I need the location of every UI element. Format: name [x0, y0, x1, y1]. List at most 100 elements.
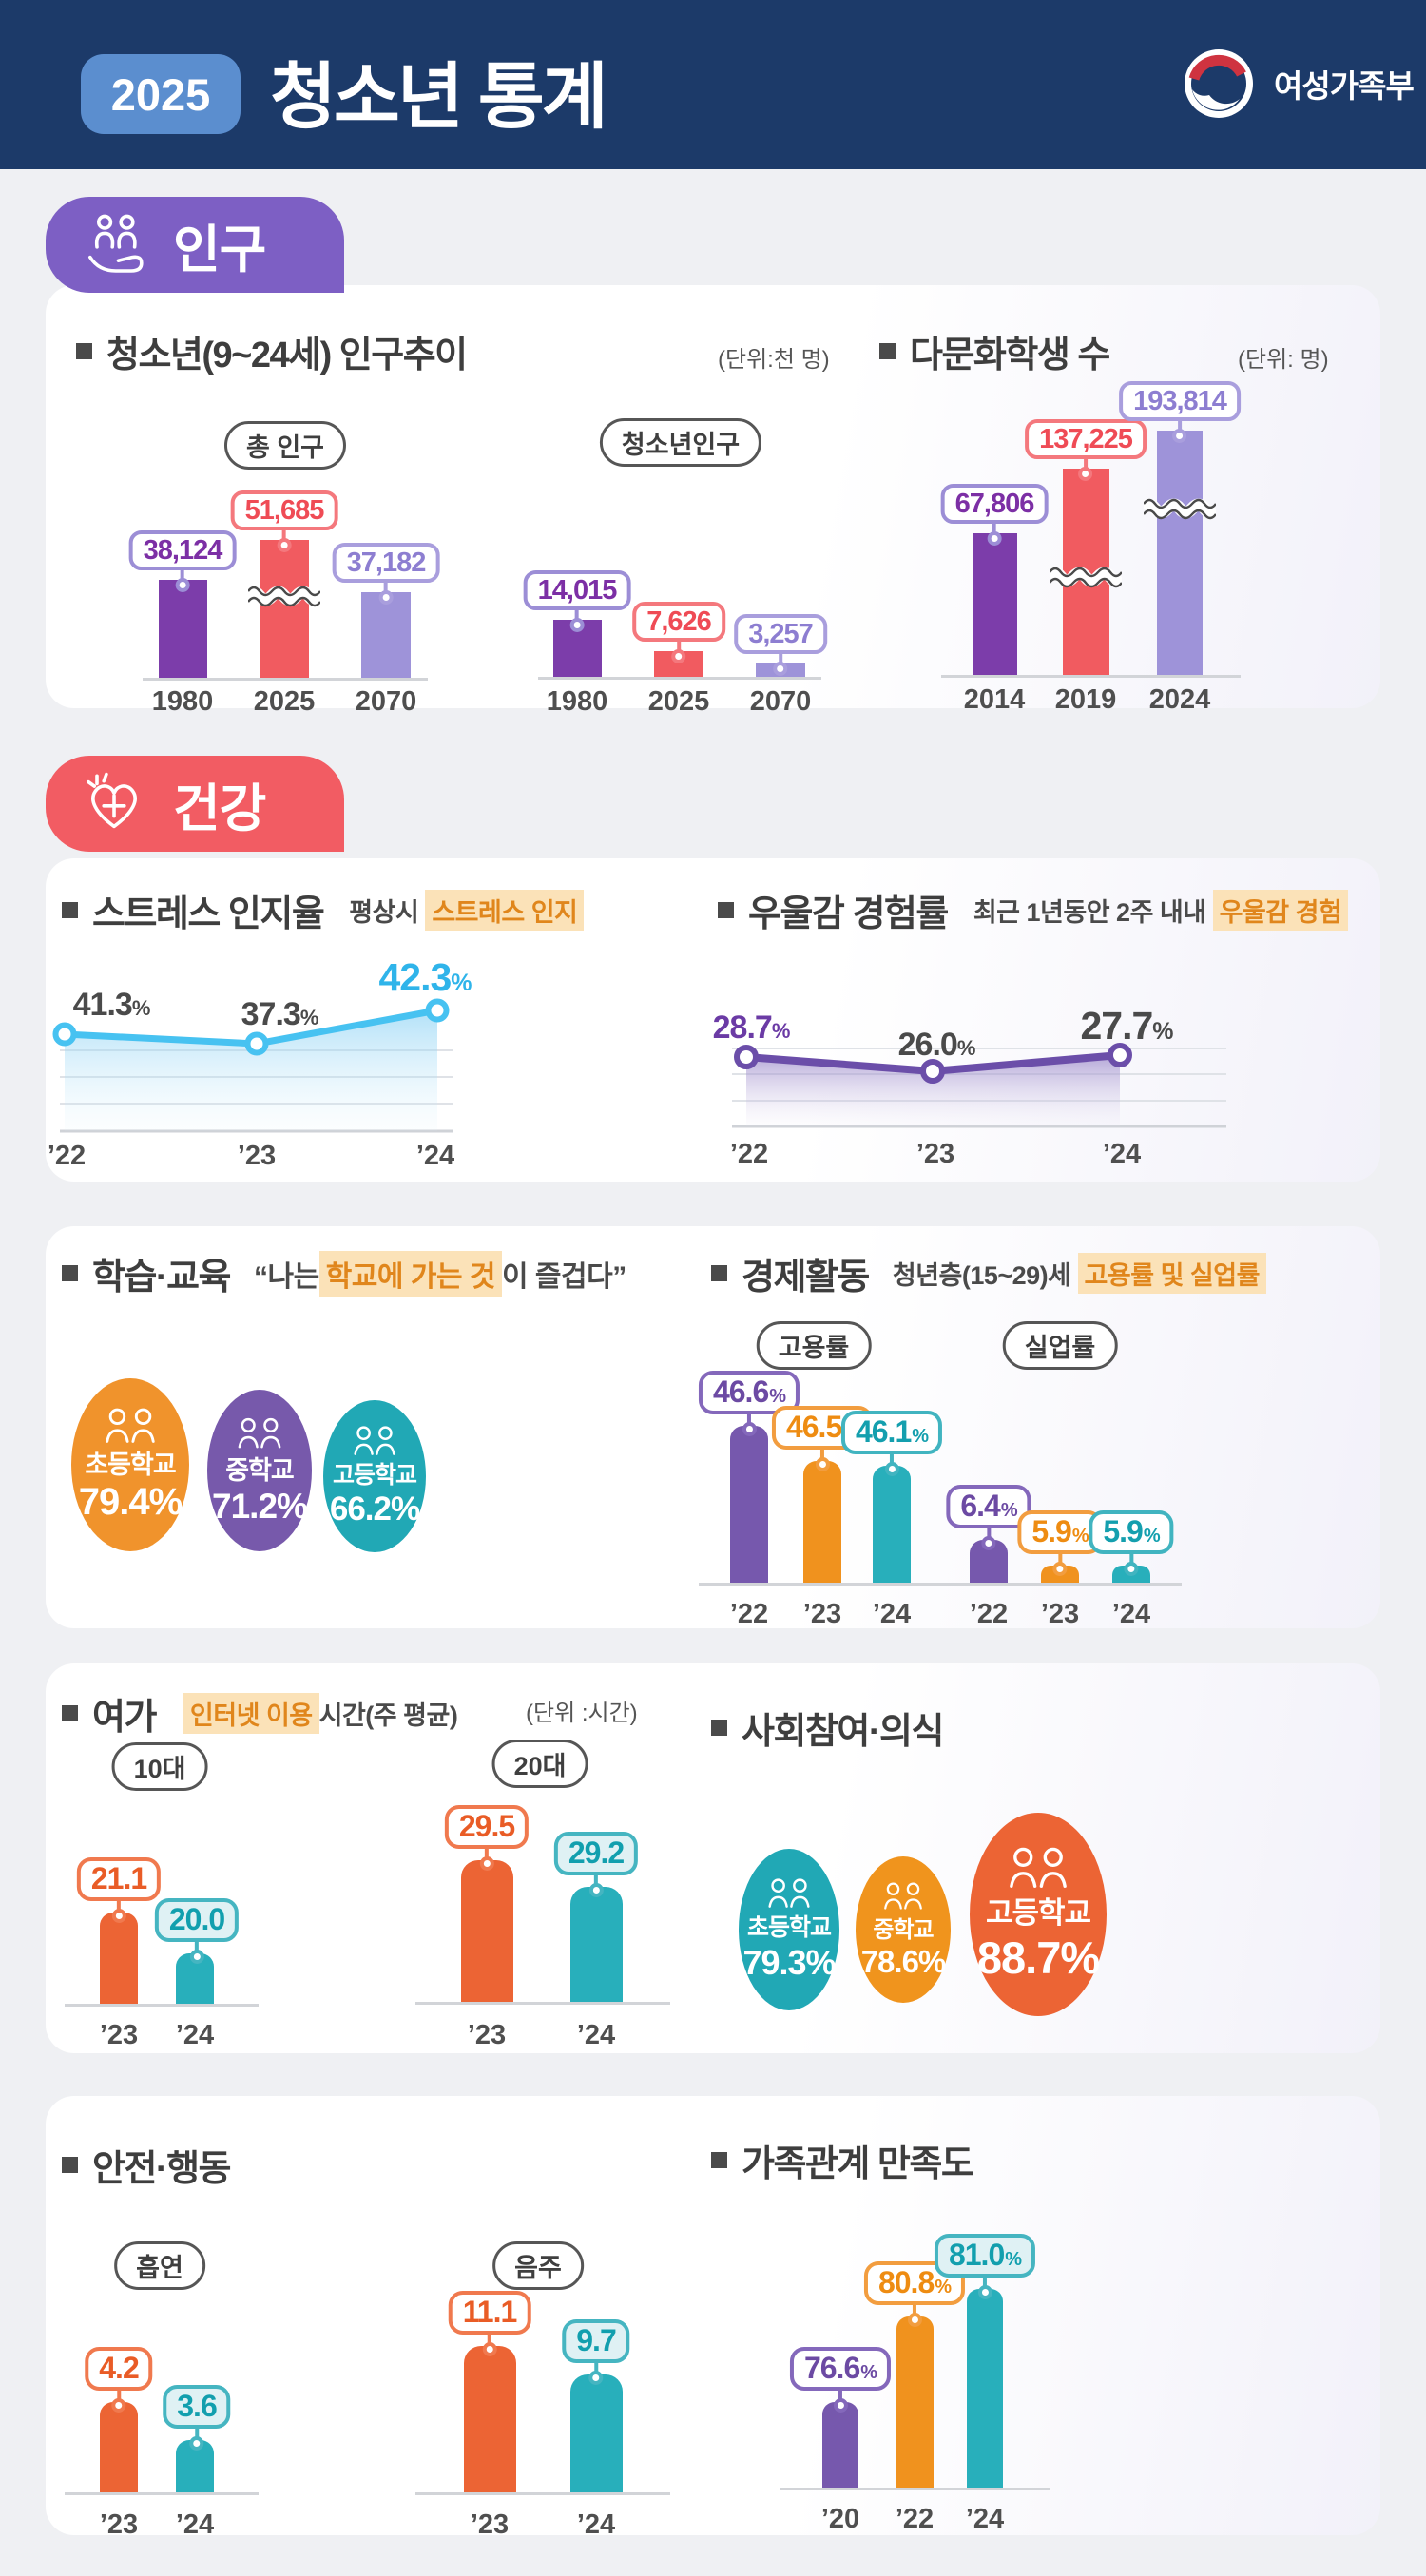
value-text: 4.2 — [99, 2351, 139, 2385]
percent-sign: % — [771, 1019, 791, 1043]
title-text: 스트레스 인지율 — [92, 894, 325, 934]
quote-highlight: 학교에 가는 것 — [318, 1250, 502, 1297]
population-trend-title: 청소년(9~24세) 인구추이 — [76, 325, 468, 377]
value-text: 29.2 — [568, 1836, 625, 1870]
title-bullet — [711, 2152, 727, 2168]
x-tick: 2025 — [253, 686, 316, 717]
heart-puzzle-icon — [87, 772, 137, 828]
value-text: 67,806 — [954, 489, 1035, 519]
stress-value-22: 41.3% — [72, 987, 151, 1024]
x-tick: ’24 — [1102, 1139, 1142, 1169]
title-text: 다문화학생 수 — [910, 336, 1110, 375]
value-text: 193,814 — [1133, 386, 1227, 416]
children-icon — [768, 1878, 810, 1908]
participation-title: 사회참여·의식 — [711, 1701, 944, 1754]
value-label-multicultural-2024: 193,814 — [1119, 381, 1241, 444]
depression-title: 우울감 경험률 최근 1년동안 2주 내내 우울감 경험 — [718, 884, 1349, 936]
value-text: 3,257 — [748, 619, 814, 649]
year-chip: 2025 — [81, 54, 241, 134]
ministry-name: 여성가족부 — [1274, 68, 1415, 104]
value-label-smoking-24: 3.6 — [163, 2385, 231, 2451]
axis-baseline — [415, 2002, 670, 2005]
percent-sign: % — [935, 2277, 952, 2297]
circle-label: 고등학교 — [332, 1462, 417, 1489]
x-tick: 2025 — [647, 686, 710, 717]
x-tick: ’22 — [47, 1141, 87, 1171]
value-text: 137,225 — [1039, 424, 1133, 454]
stress-line-chart — [52, 998, 453, 1133]
x-tick: ’23 — [237, 1141, 277, 1171]
circle-label: 초등학교 — [85, 1451, 176, 1479]
circle-value: 78.6% — [860, 1943, 947, 1979]
family-title: 가족관계 만족도 — [711, 2134, 974, 2186]
bar-drinking-24 — [570, 2374, 623, 2492]
x-tick: 2014 — [963, 684, 1026, 715]
chart-tag-unemployment: 실업률 — [1002, 1321, 1118, 1370]
x-tick: 2070 — [355, 686, 417, 717]
children-icon — [106, 1408, 155, 1443]
value-text: 11.1 — [462, 2295, 518, 2329]
percent-sign: % — [1071, 1526, 1089, 1547]
ministry-logo: 여성가족부 — [1181, 46, 1415, 122]
value-text: 46.1 — [855, 1414, 912, 1449]
bar-teens-23 — [100, 1913, 138, 2004]
title-text: 우울감 경험률 — [748, 894, 949, 934]
value-text: 5.9 — [1031, 1514, 1071, 1548]
government-emblem-icon — [1185, 49, 1253, 118]
quote-prefix: “나는 — [254, 1260, 319, 1293]
value-label-youth-2025: 7,626 — [632, 602, 725, 664]
percent-sign: % — [769, 1386, 786, 1407]
value-label-drinking-23: 11.1 — [448, 2291, 531, 2356]
x-tick: 2024 — [1148, 684, 1211, 715]
subtitle-highlight: 우울감 경험 — [1212, 890, 1349, 931]
bar-total-2070 — [361, 592, 411, 678]
percent-sign: % — [451, 970, 472, 996]
leisure-title: 여가 인터넷 이용 시간(주 평균) — [62, 1687, 458, 1740]
x-tick: ’22 — [729, 1599, 769, 1629]
population-trend-unit: (단위:천 명) — [718, 347, 830, 373]
year-text: 2025 — [110, 68, 211, 120]
title-bullet — [711, 1720, 727, 1736]
x-tick: ’24 — [872, 1599, 912, 1629]
axis-baseline — [65, 2492, 259, 2495]
value-text: 37.3 — [241, 996, 301, 1032]
x-tick: ’22 — [969, 1599, 1009, 1629]
title-bullet — [76, 343, 92, 359]
value-label-family-22: 80.8% — [863, 2261, 966, 2327]
title-text: 경제활동 — [742, 1258, 870, 1298]
percent-sign: % — [860, 2362, 877, 2383]
bar-family-20 — [822, 2402, 858, 2488]
percent-sign: % — [912, 1426, 929, 1447]
value-text: 7,626 — [646, 606, 712, 637]
value-label-unemployment-23: 5.9% — [1017, 1510, 1103, 1576]
multicultural-unit: (단위: 명) — [1238, 347, 1329, 373]
value-text: 9.7 — [576, 2323, 616, 2357]
chart-tag-teens: 10대 — [111, 1742, 208, 1791]
depression-value-23: 26.0% — [898, 1027, 976, 1064]
axis-baseline — [538, 677, 821, 680]
circle-value: 88.7% — [976, 1932, 1100, 1983]
quote-suffix: 이 즐겁다” — [501, 1260, 626, 1293]
title-text: 안전·행동 — [92, 2149, 232, 2189]
x-tick: ’24 — [576, 2020, 616, 2050]
x-tick: ’24 — [965, 2504, 1005, 2534]
percent-sign: % — [1000, 1500, 1018, 1521]
chart-tag-twenties: 20대 — [491, 1740, 588, 1788]
people-in-hand-icon — [88, 214, 144, 273]
title-bullet — [718, 902, 734, 918]
economy-subtitle: 청년층(15~29)세 고용률 및 실업률 — [893, 1253, 1266, 1294]
children-icon — [884, 1882, 922, 1910]
bar-total-1980 — [159, 580, 207, 678]
header-bar: 2025 청소년 통계 여성가족부 — [0, 0, 1426, 169]
title-bullet — [62, 902, 78, 918]
value-text: 41.3 — [72, 987, 133, 1023]
value-label-youth-2070: 3,257 — [734, 614, 827, 677]
children-icon — [1010, 1847, 1067, 1888]
chart-tag-total-population: 총 인구 — [223, 421, 347, 470]
x-tick: ’23 — [1040, 1599, 1080, 1629]
x-tick: ’24 — [576, 2509, 616, 2540]
value-text: 46.5 — [785, 1410, 842, 1444]
bar-multicultural-2024 — [1157, 431, 1203, 675]
stress-subtitle: 평상시 스트레스 인지 — [349, 890, 585, 931]
